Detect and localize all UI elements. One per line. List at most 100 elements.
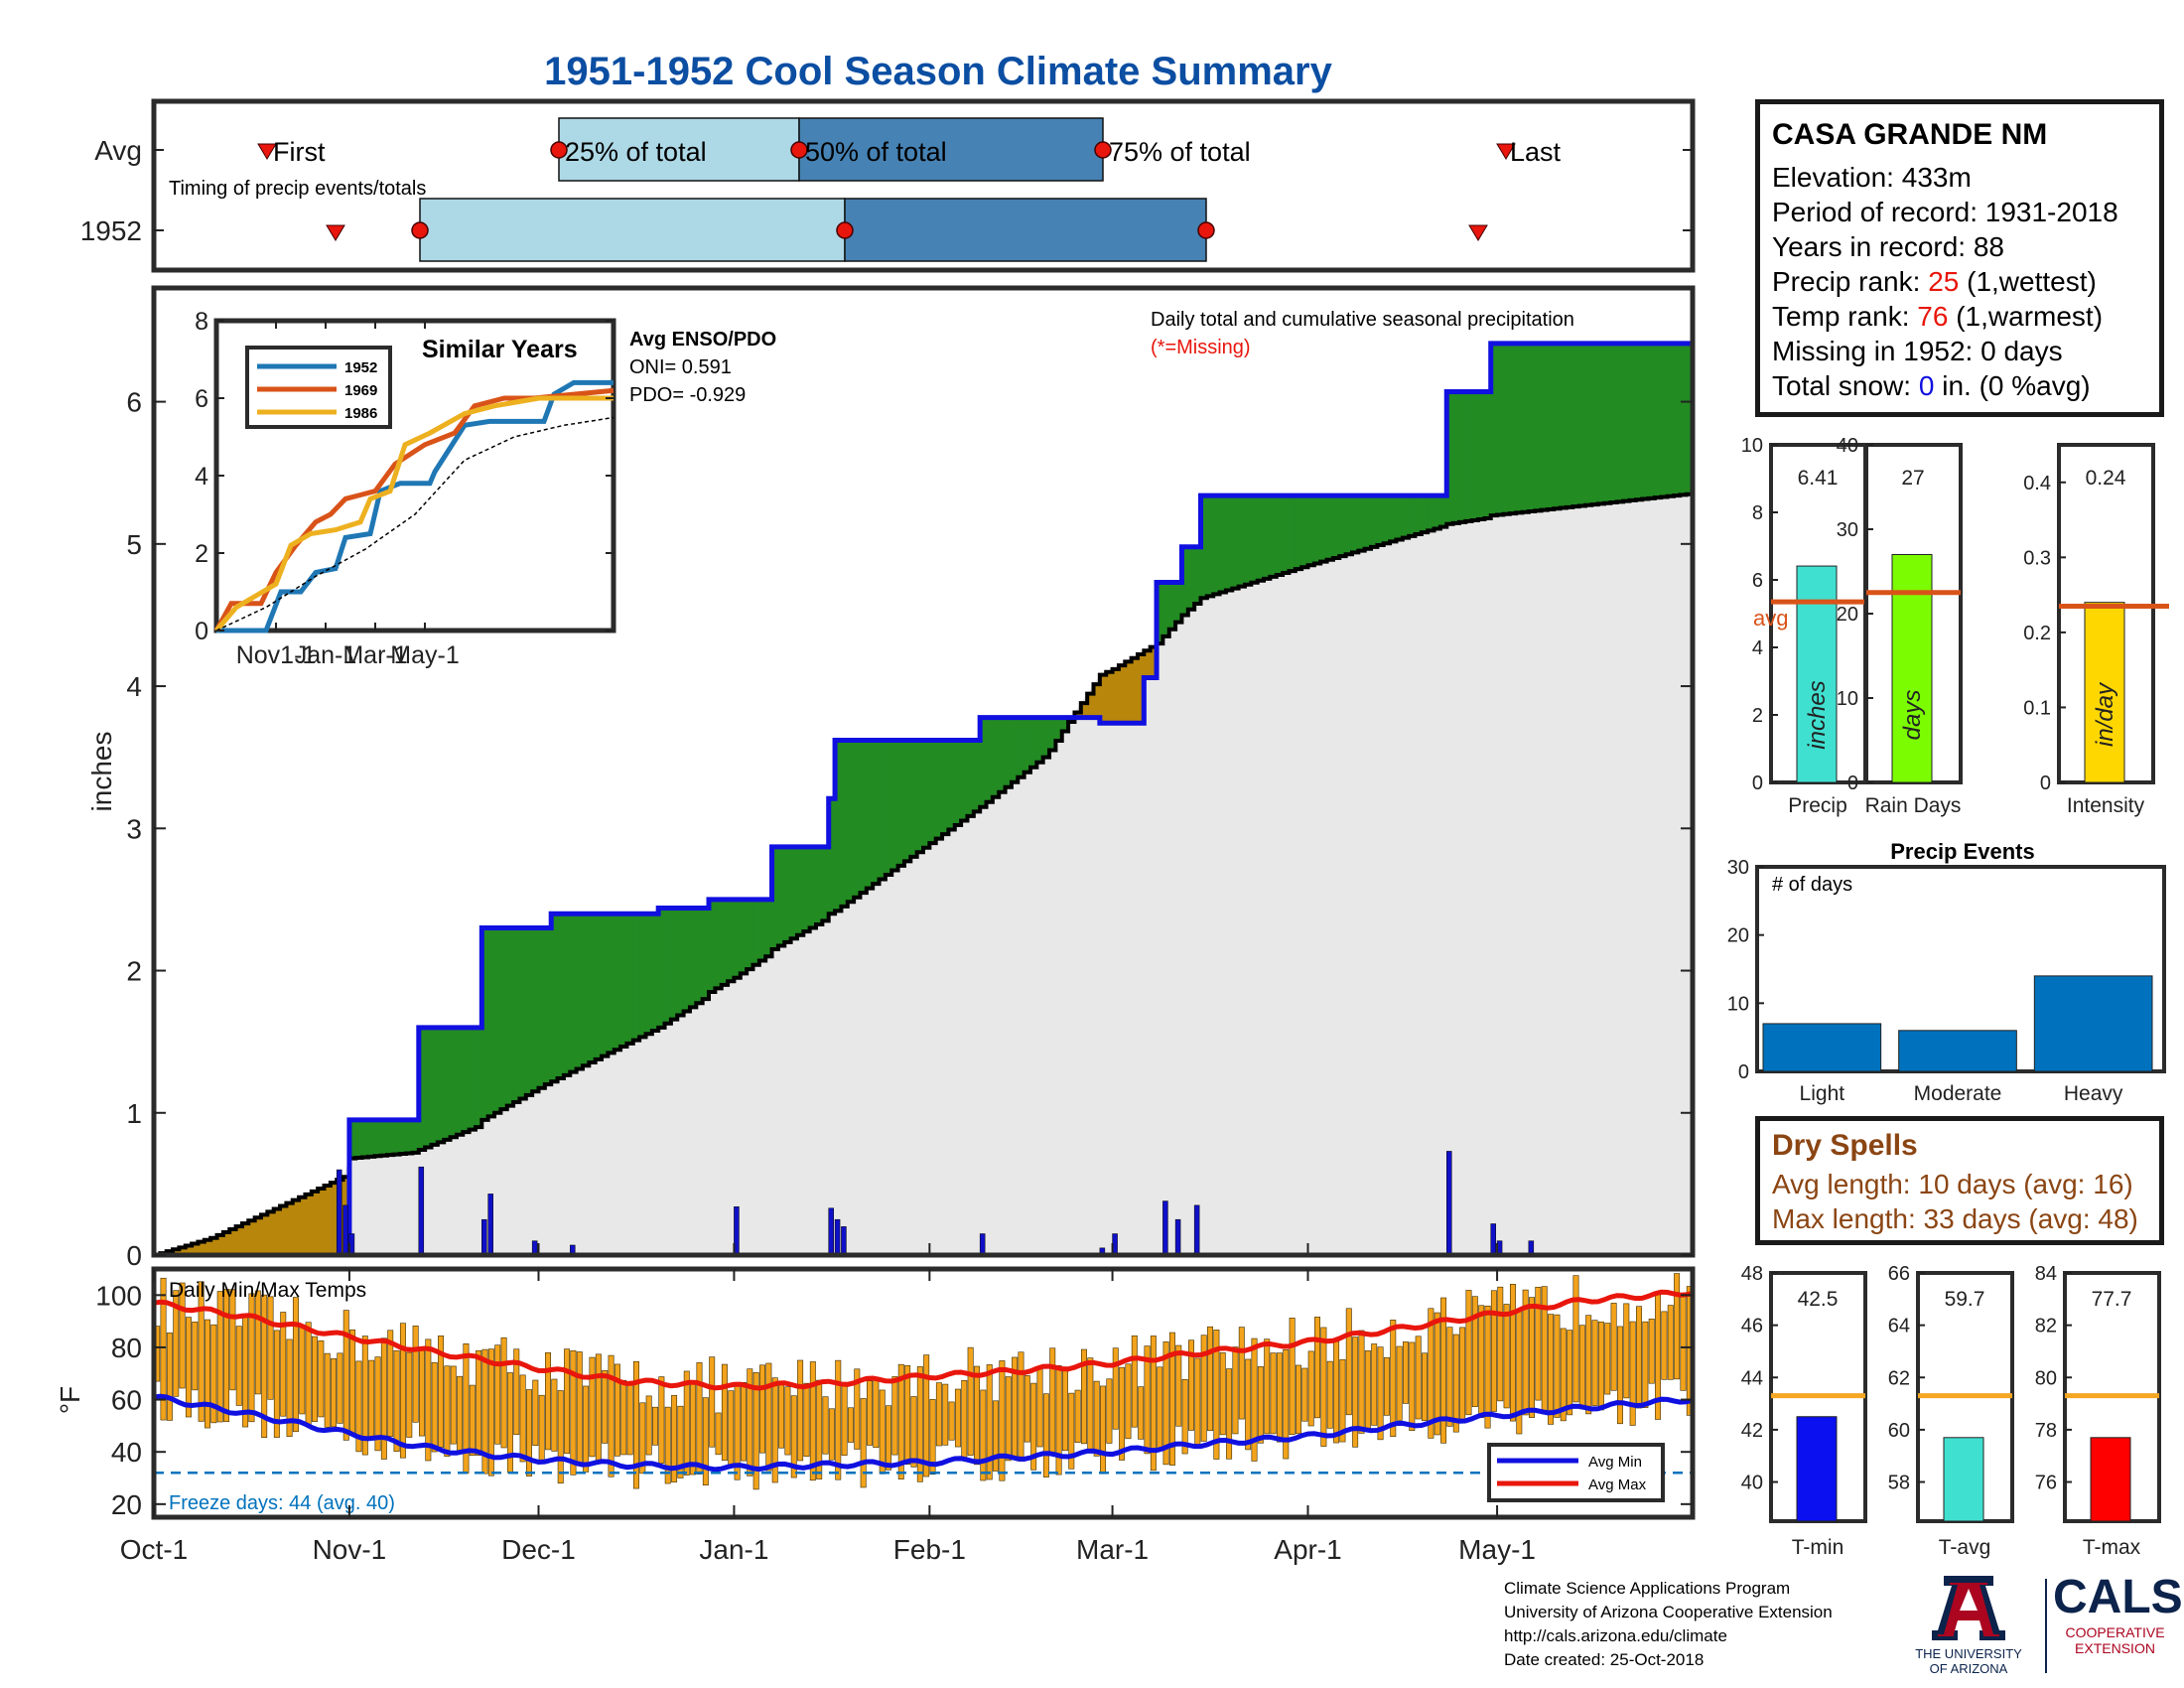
above-average-fill	[929, 740, 937, 844]
snow-note: in. (0 %avg)	[1942, 370, 2091, 401]
daily-temp-bar	[1572, 1275, 1579, 1403]
station-info-box: CASA GRANDE NM Elevation: 433m Period of…	[1755, 99, 2164, 417]
above-average-fill	[1490, 343, 1498, 516]
main-ylabel: inches	[86, 732, 117, 812]
daily-temp-bar	[1314, 1317, 1321, 1419]
below-average-fill	[235, 1226, 243, 1255]
daily-temp-bar	[248, 1293, 255, 1423]
below-average-fill	[254, 1217, 262, 1255]
rain_days-label: Rain Days	[1865, 794, 1962, 817]
daily-temp-bar	[1207, 1326, 1214, 1432]
daily-temp-bar	[658, 1376, 665, 1465]
timing-panel: Avg 1952 First 25% of total 50% of total…	[80, 98, 1696, 273]
above-average-fill	[683, 908, 691, 1012]
freeze-days-text: Freeze days: 44 (avg. 40)	[169, 1492, 395, 1514]
above-average-fill	[702, 908, 710, 1000]
daily-temp-bar	[1674, 1273, 1681, 1380]
daily-temp-bar	[1471, 1296, 1478, 1408]
daily-temp-bar	[1295, 1364, 1301, 1435]
daily-temp-bar	[305, 1322, 312, 1426]
daily-temp-bar	[1157, 1366, 1163, 1450]
below-average-fill	[318, 1188, 326, 1255]
daily-temp-bar	[677, 1405, 684, 1478]
daily-precip-bar	[1490, 1223, 1496, 1256]
daily-temp-bar	[867, 1380, 873, 1446]
precip-events-chart: Precip Events # of days Light Moderate Hea…	[1727, 839, 2166, 1105]
above-average-fill	[1535, 343, 1543, 511]
temp-ylabel: °F	[55, 1386, 85, 1414]
above-average-fill	[1358, 495, 1366, 551]
above-average-fill	[765, 899, 773, 957]
daily-temp-bar	[1232, 1346, 1239, 1435]
above-average-fill	[1402, 495, 1410, 538]
daily-temp-bar	[847, 1407, 854, 1443]
above-average-fill	[822, 846, 830, 921]
daily-temp-bar	[1219, 1352, 1226, 1436]
ua-text-2: OF ARIZONA	[1930, 1661, 2008, 1676]
y1952-box-25-50	[419, 198, 846, 262]
above-average-fill	[481, 927, 489, 1120]
enso-pdo: PDO= -0.929	[629, 384, 746, 406]
below-average-fill	[241, 1223, 249, 1255]
above-average-fill	[1162, 582, 1170, 636]
above-average-fill	[361, 1119, 369, 1158]
daily-temp-bar	[1283, 1348, 1290, 1460]
above-average-fill	[1049, 717, 1057, 751]
daily-temp-bar	[639, 1402, 646, 1475]
avg-min-line	[153, 1393, 1694, 1473]
daily-temp-bar	[1402, 1341, 1409, 1404]
daily-precip-bar	[1162, 1200, 1168, 1256]
above-average-fill	[734, 899, 742, 978]
daily-precip-bar	[1193, 1204, 1200, 1256]
temp-ytick-label: 40	[111, 1437, 142, 1468]
avg-first-label: First	[273, 137, 326, 167]
above-average-fill	[1351, 495, 1359, 553]
temp-ytick-label: 60	[111, 1385, 142, 1416]
daily-temp-bar	[210, 1324, 217, 1424]
daily-temp-bar	[1181, 1378, 1188, 1455]
above-average-fill	[355, 1119, 363, 1159]
tmax-tick-label: 76	[2035, 1473, 2057, 1494]
daily-temp-bar	[626, 1383, 633, 1456]
average-area	[154, 493, 1693, 1255]
above-average-fill	[721, 899, 729, 985]
above-average-fill	[1200, 495, 1208, 599]
daily-temp-bar	[324, 1352, 331, 1428]
daily-temp-bar	[709, 1356, 716, 1448]
tavg-tick-label: 66	[1888, 1263, 1910, 1285]
credit-line-1: Climate Science Applications Program	[1504, 1579, 1791, 1598]
above-average-fill	[758, 899, 766, 961]
above-average-fill	[816, 846, 823, 924]
above-average-fill	[1018, 717, 1025, 777]
daily-temp-bar	[406, 1351, 413, 1438]
daily-temp-bar	[1364, 1350, 1371, 1430]
daily-temp-bar	[393, 1349, 400, 1453]
above-average-fill	[1289, 495, 1297, 572]
daily-temp-bar	[286, 1338, 293, 1437]
temp-ytick-label: 80	[111, 1333, 142, 1363]
above-average-fill	[1232, 495, 1240, 589]
daily-temp-bar	[292, 1297, 299, 1433]
above-average-fill	[632, 914, 640, 1041]
above-average-fill	[651, 914, 659, 1032]
daily-temp-bar	[173, 1290, 180, 1397]
daily-temp-bar	[702, 1397, 709, 1485]
above-average-fill	[626, 914, 634, 1044]
y1952-first-marker	[326, 224, 345, 241]
timing-1952-boxes	[419, 198, 1207, 262]
events-bar-moderate	[1898, 1030, 2017, 1072]
above-average-fill	[532, 927, 540, 1092]
timing-row-1952: 1952	[80, 215, 142, 246]
above-average-fill	[406, 1119, 414, 1154]
daily-temp-bar	[525, 1389, 532, 1477]
station-name: CASA GRANDE NM	[1772, 118, 2048, 151]
logo-divider	[2045, 1579, 2047, 1673]
above-average-fill	[696, 908, 704, 1004]
page-title: 1951-1952 Cool Season Climate Summary	[544, 50, 1332, 93]
y1952-p50-marker	[836, 221, 854, 239]
avg-p50-marker	[790, 141, 808, 159]
above-average-fill	[689, 908, 697, 1008]
daily-temp-bar	[1503, 1304, 1510, 1409]
daily-temp-bar	[1422, 1352, 1428, 1422]
below-average-fill	[1106, 671, 1114, 724]
